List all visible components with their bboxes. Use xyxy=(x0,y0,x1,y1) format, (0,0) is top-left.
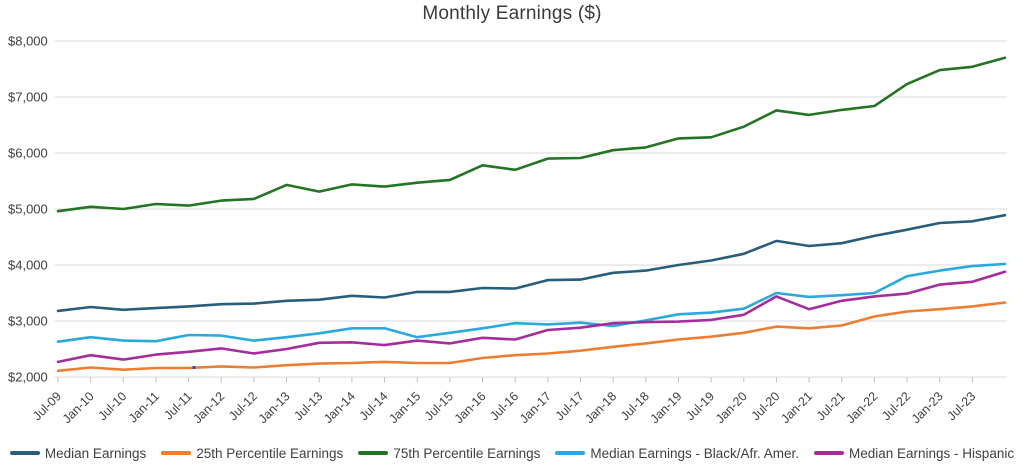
x-axis-tick-label: Jul-21 xyxy=(814,389,848,423)
x-axis-tick-label: Jan-16 xyxy=(452,389,489,426)
x-axis-tick-label: Jul-14 xyxy=(357,389,391,423)
x-axis-tick-label: Jan-19 xyxy=(648,389,685,426)
x-axis-tick-label: Jul-19 xyxy=(683,389,717,423)
x-axis-tick-label: Jan-17 xyxy=(517,389,554,426)
x-axis-tick-label: Jul-11 xyxy=(161,389,194,422)
x-axis-tick-label: Jul-23 xyxy=(944,389,978,423)
series-line-median-earnings-black-afr-amer xyxy=(56,262,1007,344)
legend-label: Median Earnings - Black/Afr. Amer. xyxy=(590,445,799,461)
y-axis-tick-label: $3,000 xyxy=(8,314,48,329)
x-axis-tick-label: Jul-15 xyxy=(422,389,456,423)
series-line-25th-percentile-earnings xyxy=(56,301,1007,373)
legend: Median Earnings 25th Percentile Earnings 7… xyxy=(0,441,1024,465)
x-axis-tick-label: Jan-13 xyxy=(256,389,293,426)
series-line-median-earnings-hispanic xyxy=(56,270,1007,364)
x-axis-tick-label: Jul-10 xyxy=(95,389,129,423)
y-axis-tick-label: $8,000 xyxy=(8,34,48,49)
y-axis-tick-label: $7,000 xyxy=(8,90,48,105)
legend-item-25th-percentile-earnings[interactable]: 25th Percentile Earnings xyxy=(161,446,343,461)
legend-item-median-earnings[interactable]: Median Earnings xyxy=(9,445,147,461)
legend-line-swatch-icon xyxy=(161,451,192,455)
x-axis-tick-label: Jul-16 xyxy=(487,389,521,423)
stray-data-marker xyxy=(192,365,196,369)
plot-area: $2,000 $3,000 $4,000 $5,000 $6,000 $7,000 $8,0… xyxy=(8,34,1007,426)
y-axis-tick-label: $5,000 xyxy=(8,202,48,217)
legend-line-swatch-icon xyxy=(814,451,844,455)
legend-label: Median Earnings - Hispanic xyxy=(849,445,1015,461)
x-axis-tick-label: Jan-23 xyxy=(909,389,946,426)
x-axis-tick-label: Jul-20 xyxy=(749,389,783,423)
legend-line-swatch-icon xyxy=(555,451,586,455)
x-axis-tick-label: Jan-20 xyxy=(713,389,750,426)
legend-label: 75th Percentile Earnings xyxy=(393,445,541,461)
legend-line-swatch-icon xyxy=(9,451,40,455)
legend-item-median-earnings-black-afr-amer[interactable]: Median Earnings - Black/Afr. Amer. xyxy=(555,446,799,461)
x-axis-tick-label: Jan-12 xyxy=(190,389,227,426)
y-axis-tick-label: $4,000 xyxy=(8,258,48,273)
legend-label: Median Earnings xyxy=(44,445,147,461)
x-axis-tick-label: Jul-17 xyxy=(553,389,587,423)
x-axis-tick-label: Jul-18 xyxy=(618,389,652,423)
x-axis-tick-label: Jan-18 xyxy=(582,389,619,426)
x-axis-tick-label: Jan-21 xyxy=(778,389,815,426)
x-axis-tick-label: Jan-11 xyxy=(126,389,162,425)
legend-item-75th-percentile-earnings[interactable]: 75th Percentile Earnings xyxy=(358,446,540,461)
series-line-median-earnings xyxy=(56,213,1007,313)
x-axis-tick-label: Jan-14 xyxy=(321,389,358,426)
x-axis-tick-label: Jul-22 xyxy=(879,389,913,423)
y-axis-tick-label: $2,000 xyxy=(8,370,48,385)
legend-item-median-earnings-hispanic[interactable]: Median Earnings - Hispanic xyxy=(814,446,1014,461)
x-axis-tick-label: Jan-10 xyxy=(60,389,97,426)
legend-label: 25th Percentile Earnings xyxy=(196,445,344,461)
chart-title: Monthly Earnings ($) xyxy=(422,3,602,24)
x-axis-tick-label: Jul-12 xyxy=(226,389,260,423)
series-line-75th-percentile-earnings xyxy=(56,56,1007,213)
x-axis-tick-label: Jan-22 xyxy=(844,389,881,426)
legend-line-swatch-icon xyxy=(358,451,389,455)
x-axis-tick-label: Jul-13 xyxy=(291,389,325,423)
x-axis-tick-label: Jan-15 xyxy=(386,389,423,426)
y-axis-tick-label: $6,000 xyxy=(8,146,48,161)
x-axis-tick-label: Jul-09 xyxy=(30,389,64,423)
